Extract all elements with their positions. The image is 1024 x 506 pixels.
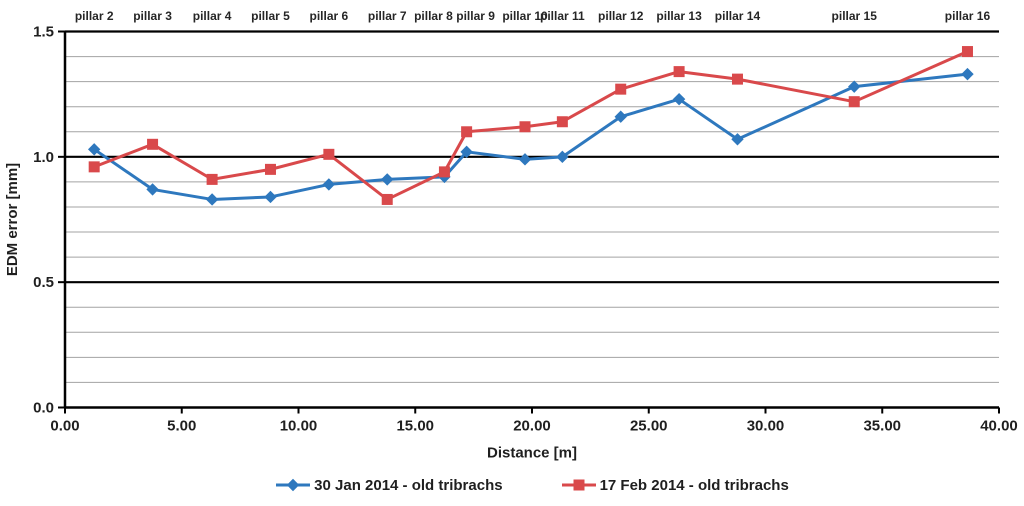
legend-item-30-jan-2014: 30 Jan 2014 - old tribrachs xyxy=(275,476,503,494)
red-square-line-icon xyxy=(561,479,596,491)
data-point-square xyxy=(147,138,159,150)
data-point-diamond xyxy=(731,133,744,146)
data-point-diamond xyxy=(614,110,627,123)
x-tick-label: 20.00 xyxy=(513,418,551,435)
pillar-label: pillar 2 xyxy=(75,9,114,23)
data-point-square xyxy=(615,83,627,95)
pillar-label: pillar 13 xyxy=(656,9,702,23)
data-point-square xyxy=(461,126,473,138)
data-point-square xyxy=(556,116,568,128)
data-point-square xyxy=(519,121,531,133)
x-tick-label: 40.00 xyxy=(980,418,1018,435)
legend-label: 17 Feb 2014 - old tribrachs xyxy=(599,476,789,494)
x-tick-label: 25.00 xyxy=(630,418,668,435)
data-point-square xyxy=(206,173,218,185)
chart-legend: 30 Jan 2014 - old tribrachs 17 Feb 2014 … xyxy=(20,470,1024,500)
pillar-label: pillar 6 xyxy=(310,9,349,23)
pillar-label: pillar 15 xyxy=(832,9,878,23)
legend-item-17-feb-2014: 17 Feb 2014 - old tribrachs xyxy=(561,477,789,494)
data-point-square xyxy=(961,46,973,58)
data-point-square xyxy=(264,163,276,175)
data-point-diamond xyxy=(518,153,532,166)
data-point-diamond xyxy=(264,190,277,204)
data-point-diamond xyxy=(381,173,394,186)
y-tick-label: 1.0 xyxy=(33,149,54,166)
blue-diamond-line-icon xyxy=(276,478,311,492)
pillar-label: pillar 16 xyxy=(945,9,991,23)
pillar-label: pillar 9 xyxy=(456,9,495,23)
pillar-label: pillar 10 xyxy=(502,9,548,23)
pillar-label: pillar 12 xyxy=(598,9,644,23)
data-point-square xyxy=(731,73,743,85)
pillar-label: pillar 8 xyxy=(414,9,453,23)
data-point-square xyxy=(381,193,393,205)
pillar-label: pillar 4 xyxy=(193,9,232,23)
y-tick-label: 0.0 xyxy=(33,400,54,417)
data-point-diamond xyxy=(556,150,569,164)
pillar-label: pillar 14 xyxy=(715,9,761,23)
legend-diamond-icon xyxy=(286,478,300,492)
pillar-label: pillar 5 xyxy=(251,9,290,23)
chart-plot-area: 0.00 5.00 10.00 15.00 20.00 25.00 30.00 35.00 40… xyxy=(4,9,1018,462)
data-point-square xyxy=(673,66,685,78)
legend-label: 30 Jan 2014 - old tribrachs xyxy=(314,476,503,494)
x-tick-label: 5.00 xyxy=(167,418,196,435)
data-point-square xyxy=(323,148,335,160)
data-point-square xyxy=(88,161,100,173)
data-point-diamond xyxy=(205,193,219,206)
data-point-diamond xyxy=(961,67,974,81)
x-tick-label: 30.00 xyxy=(747,418,785,435)
x-tick-label: 0.00 xyxy=(50,418,79,435)
data-point-diamond xyxy=(460,145,473,159)
pillar-label: pillar 3 xyxy=(133,9,172,23)
pillar-label: pillar 7 xyxy=(368,9,407,23)
data-point-square xyxy=(438,166,450,178)
x-tick-label: 10.00 xyxy=(280,418,318,435)
data-point-diamond xyxy=(146,183,159,196)
x-tick-label: 35.00 xyxy=(863,418,901,435)
data-point-square xyxy=(848,96,860,108)
y-tick-label: 1.5 xyxy=(33,24,54,41)
pillar-label: pillar 11 xyxy=(540,9,585,23)
y-tick-label: 0.5 xyxy=(33,274,54,291)
data-point-diamond xyxy=(322,178,336,191)
series-line-1 xyxy=(93,50,969,201)
x-axis-title: Distance [m] xyxy=(487,445,577,462)
data-point-diamond xyxy=(87,143,101,156)
series-line-0 xyxy=(93,72,968,201)
data-point-diamond xyxy=(848,80,861,93)
data-point-diamond xyxy=(672,92,686,106)
x-tick-label: 15.00 xyxy=(396,418,434,435)
y-axis-title: EDM error [mm] xyxy=(4,163,21,276)
legend-square-icon xyxy=(573,479,585,491)
